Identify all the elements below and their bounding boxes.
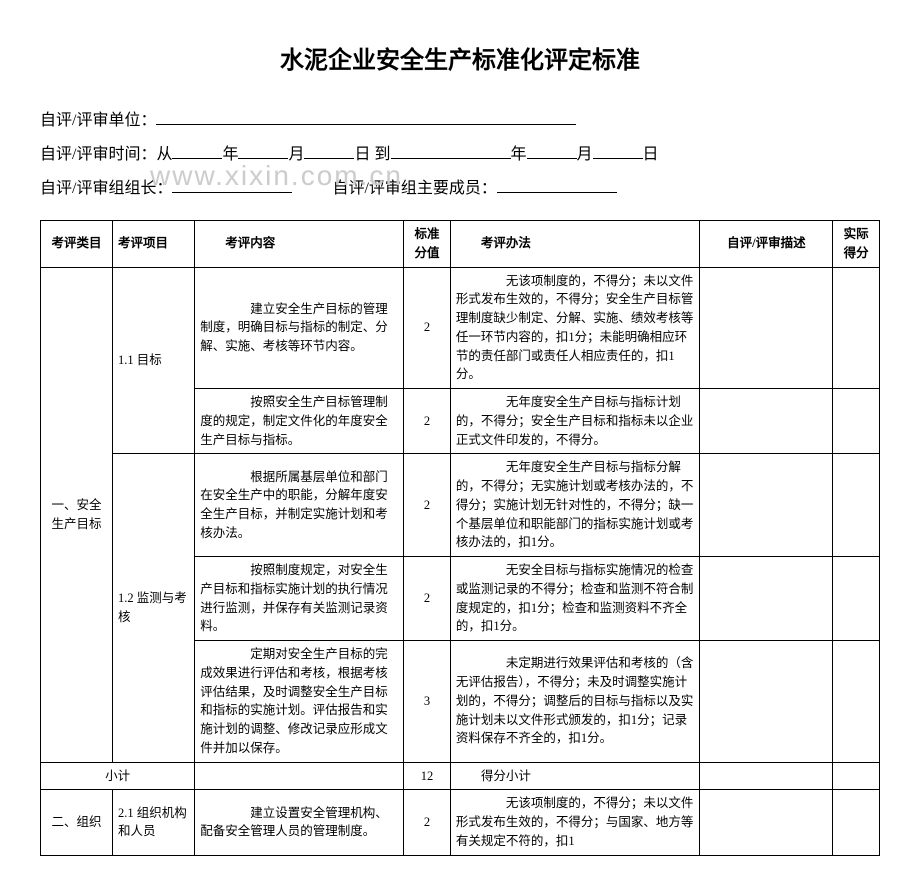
subtotal-actual[interactable] bbox=[833, 762, 880, 790]
item-cell: 1.1 目标 bbox=[113, 267, 195, 454]
subtotal-desc[interactable] bbox=[700, 762, 833, 790]
category-cell: 二、组织 bbox=[41, 790, 113, 855]
from-month[interactable] bbox=[238, 142, 288, 159]
to-label: 到 bbox=[375, 146, 391, 163]
item-cell: 2.1 组织机构和人员 bbox=[113, 790, 195, 855]
subtotal-label: 小计 bbox=[41, 762, 195, 790]
col-score: 标准分值 bbox=[404, 221, 451, 268]
col-method: 考评办法 bbox=[450, 221, 700, 268]
col-actual: 实际得分 bbox=[833, 221, 880, 268]
content-cell: 按照制度规定，对安全生产目标和指标实施计划的执行情况进行监测，并保存有关监测记录… bbox=[195, 557, 404, 641]
desc-cell[interactable] bbox=[700, 557, 833, 641]
col-item: 考评项目 bbox=[113, 221, 195, 268]
actual-cell[interactable] bbox=[833, 454, 880, 557]
subtotal-score: 12 bbox=[404, 762, 451, 790]
method-cell: 无安全目标与指标实施情况的检查或监测记录的不得分；检查和监测不符合制度规定的，扣… bbox=[450, 557, 700, 641]
members-label: 自评/评审组主要成员： bbox=[332, 180, 496, 197]
leader-line: 自评/评审组组长： 自评/评审组主要成员： bbox=[40, 173, 880, 205]
leader-input[interactable] bbox=[172, 176, 292, 193]
actual-cell[interactable] bbox=[833, 557, 880, 641]
unit-line: 自评/评审单位： bbox=[40, 105, 880, 137]
desc-cell[interactable] bbox=[700, 389, 833, 454]
unit-label: 自评/评审单位： bbox=[40, 112, 156, 129]
desc-cell[interactable] bbox=[700, 267, 833, 389]
desc-cell[interactable] bbox=[700, 641, 833, 763]
year-label: 年 bbox=[222, 146, 238, 163]
time-label: 自评/评审时间：从 bbox=[40, 146, 172, 163]
from-day[interactable] bbox=[304, 142, 354, 159]
score-cell: 2 bbox=[404, 454, 451, 557]
score-cell: 2 bbox=[404, 557, 451, 641]
desc-cell[interactable] bbox=[700, 454, 833, 557]
score-cell: 3 bbox=[404, 641, 451, 763]
table-header-row: 考评类目 考评项目 考评内容 标准分值 考评办法 自评/评审描述 实际得分 bbox=[41, 221, 880, 268]
table-row: 一、安全生产目标 1.1 目标 建立安全生产目标的管理制度，明确目标与指标的制定… bbox=[41, 267, 880, 389]
subtotal-method: 得分小计 bbox=[450, 762, 700, 790]
col-desc: 自评/评审描述 bbox=[700, 221, 833, 268]
month-label-2: 月 bbox=[577, 146, 593, 163]
from-year[interactable] bbox=[172, 142, 222, 159]
day-label-2: 日 bbox=[643, 146, 659, 163]
day-label: 日 bbox=[354, 146, 370, 163]
method-cell: 未定期进行效果评估和考核的（含无评估报告），不得分；未及时调整实施计划的，不得分… bbox=[450, 641, 700, 763]
time-line: 自评/评审时间：从 年 月 日 到 年 月 日 bbox=[40, 139, 880, 171]
item-cell: 1.2 监测与考核 bbox=[113, 454, 195, 762]
page-title: 水泥企业安全生产标准化评定标准 bbox=[40, 40, 880, 75]
col-category: 考评类目 bbox=[41, 221, 113, 268]
method-cell: 无年度安全生产目标与指标计划的，不得分；安全生产目标和指标未以企业正式文件印发的… bbox=[450, 389, 700, 454]
category-cell: 一、安全生产目标 bbox=[41, 267, 113, 762]
content-cell: 按照安全生产目标管理制度的规定，制定文件化的年度安全生产目标与指标。 bbox=[195, 389, 404, 454]
leader-label: 自评/评审组组长： bbox=[40, 180, 172, 197]
score-cell: 2 bbox=[404, 389, 451, 454]
month-label: 月 bbox=[288, 146, 304, 163]
year-label-2: 年 bbox=[511, 146, 527, 163]
col-content: 考评内容 bbox=[195, 221, 404, 268]
score-cell: 2 bbox=[404, 790, 451, 855]
method-cell: 无年度安全生产目标与指标分解的，不得分；无实施计划或考核办法的，不得分；实施计划… bbox=[450, 454, 700, 557]
content-cell: 定期对安全生产目标的完成效果进行评估和考核，根据考核评估结果，及时调整安全生产目… bbox=[195, 641, 404, 763]
method-cell: 无该项制度的，不得分；未以文件形式发布生效的，不得分；与国家、地方等有关规定不符… bbox=[450, 790, 700, 855]
evaluation-table: 考评类目 考评项目 考评内容 标准分值 考评办法 自评/评审描述 实际得分 一、… bbox=[40, 220, 880, 856]
actual-cell[interactable] bbox=[833, 641, 880, 763]
subtotal-content bbox=[195, 762, 404, 790]
table-row: 1.2 监测与考核 根据所属基层单位和部门在安全生产中的职能，分解年度安全生产目… bbox=[41, 454, 880, 557]
unit-input[interactable] bbox=[156, 108, 576, 125]
table-row: 二、组织 2.1 组织机构和人员 建立设置安全管理机构、配备安全管理人员的管理制… bbox=[41, 790, 880, 855]
to-month[interactable] bbox=[527, 142, 577, 159]
desc-cell[interactable] bbox=[700, 790, 833, 855]
score-cell: 2 bbox=[404, 267, 451, 389]
actual-cell[interactable] bbox=[833, 389, 880, 454]
actual-cell[interactable] bbox=[833, 790, 880, 855]
to-year[interactable] bbox=[391, 142, 511, 159]
content-cell: 建立设置安全管理机构、配备安全管理人员的管理制度。 bbox=[195, 790, 404, 855]
actual-cell[interactable] bbox=[833, 267, 880, 389]
subtotal-row: 小计 12 得分小计 bbox=[41, 762, 880, 790]
to-day[interactable] bbox=[593, 142, 643, 159]
content-cell: 根据所属基层单位和部门在安全生产中的职能，分解年度安全生产目标，并制定实施计划和… bbox=[195, 454, 404, 557]
content-cell: 建立安全生产目标的管理制度，明确目标与指标的制定、分解、实施、考核等环节内容。 bbox=[195, 267, 404, 389]
method-cell: 无该项制度的，不得分；未以文件形式发布生效的，不得分；安全生产目标管理制度缺少制… bbox=[450, 267, 700, 389]
members-input[interactable] bbox=[497, 176, 617, 193]
